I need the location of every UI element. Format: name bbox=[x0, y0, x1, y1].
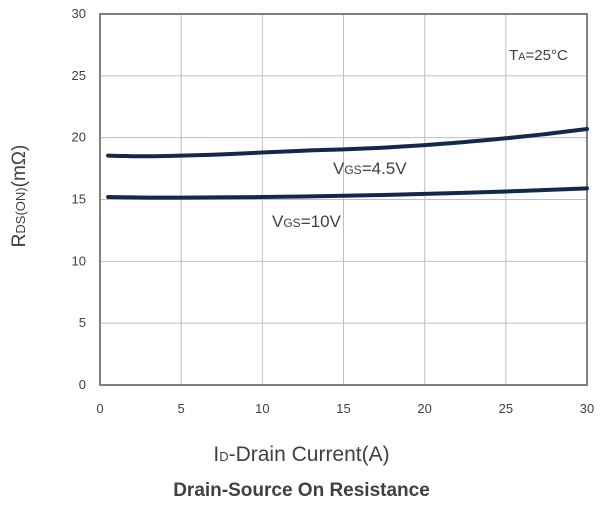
x-tick-label: 0 bbox=[96, 401, 103, 416]
y-axis-label: RDS(ON)(mΩ) bbox=[9, 144, 30, 248]
y-tick-label: 10 bbox=[72, 253, 86, 268]
x-tick-label: 10 bbox=[255, 401, 269, 416]
x-tick-label: 5 bbox=[178, 401, 185, 416]
x-tick-label: 25 bbox=[499, 401, 513, 416]
vgs-10v-label: VGS=10V bbox=[272, 212, 341, 231]
y-tick-label: 0 bbox=[79, 377, 86, 392]
series-group bbox=[106, 127, 589, 200]
chart-title: Drain-Source On Resistance bbox=[173, 480, 430, 501]
y-tick-label: 20 bbox=[72, 130, 86, 145]
series-line-1 bbox=[106, 186, 589, 200]
temperature-annotation: TA=25°C bbox=[509, 47, 568, 64]
y-tick-label: 5 bbox=[79, 315, 86, 330]
x-tick-label: 30 bbox=[580, 401, 594, 416]
tick-labels: 0 5 10 15 20 25 30 0 5 10 15 20 25 30 bbox=[72, 6, 595, 416]
x-tick-label: 20 bbox=[417, 401, 431, 416]
y-tick-label: 15 bbox=[72, 192, 86, 207]
plot-frame bbox=[99, 13, 588, 386]
x-tick-label: 15 bbox=[336, 401, 350, 416]
y-tick-label: 30 bbox=[72, 6, 86, 21]
y-tick-label: 25 bbox=[72, 68, 86, 83]
series-line-0 bbox=[106, 127, 589, 159]
x-axis-label: ID-Drain Current(A) bbox=[213, 443, 390, 466]
vgs-4-5v-label: VGS=4.5V bbox=[333, 159, 407, 178]
